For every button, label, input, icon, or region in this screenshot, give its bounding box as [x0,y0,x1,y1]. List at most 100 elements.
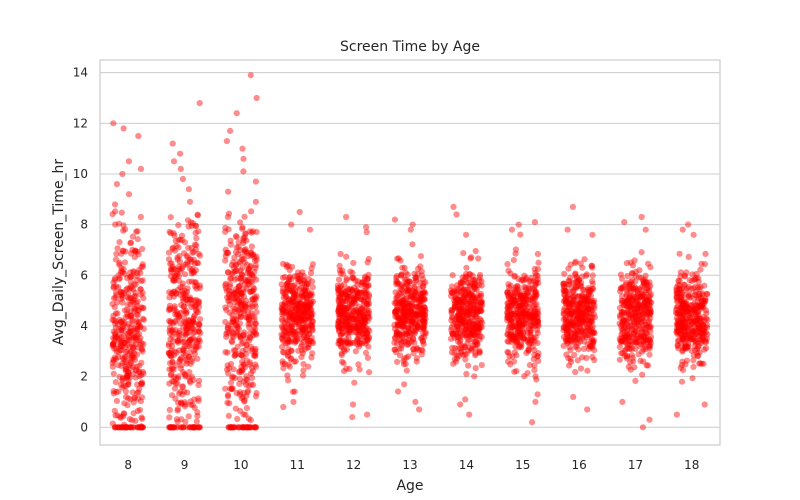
data-point [139,424,146,431]
data-point [185,186,192,193]
data-point [181,287,188,294]
data-point [682,344,689,352]
data-point [522,286,530,293]
data-point [251,257,259,264]
data-point [252,330,259,337]
data-point [231,352,238,359]
data-point [240,331,247,338]
data-point [112,424,119,431]
data-point [120,321,127,328]
data-point [182,352,189,359]
data-point [300,361,307,368]
data-point [175,314,182,321]
data-point [181,403,188,410]
data-point [109,316,116,323]
data-point [639,371,646,378]
data-point [111,336,118,343]
data-point [296,208,303,216]
data-point [471,373,478,380]
data-point [247,72,254,79]
data-point [686,294,693,301]
data-point [120,227,127,234]
data-point [174,256,181,263]
data-point [674,321,682,328]
data-point [689,271,696,278]
data-point [569,279,577,286]
data-point [181,347,188,354]
data-point [178,416,185,423]
data-point [619,326,627,334]
data-point [365,333,372,340]
x-axis-label: Age [396,478,423,494]
data-point [133,363,140,370]
data-point [119,269,126,276]
data-point [284,317,291,325]
data-point [584,367,591,374]
data-point [235,251,242,258]
data-point [115,349,122,356]
data-point [414,322,421,329]
data-point [243,350,250,358]
data-point [507,361,514,368]
data-point [121,307,128,314]
data-point [188,335,195,342]
data-point [222,257,229,264]
x-tick-labels: 8 9 10 11 12 13 14 15 16 17 18 [124,458,699,472]
data-point [174,407,181,414]
data-point [230,347,237,354]
data-point [181,239,189,246]
data-point [120,339,127,346]
data-point [511,273,518,280]
data-point [338,330,345,337]
data-point [186,317,193,324]
data-point [132,340,139,348]
data-point [187,398,194,405]
x-tick-label: 14 [459,458,474,472]
data-point [169,277,177,284]
data-point [140,295,147,302]
data-point [195,228,202,235]
data-point [192,301,199,309]
data-point [281,273,288,281]
data-point [129,321,136,328]
data-point [564,307,571,314]
data-point [189,401,196,409]
data-point [187,219,195,226]
data-point [188,270,195,277]
data-point [186,198,194,205]
data-point [232,249,240,256]
data-point [130,344,137,351]
data-point [248,381,255,388]
data-point [343,213,350,221]
data-point [240,361,247,368]
data-point [179,383,186,390]
data-point [171,276,179,284]
data-point [175,329,183,337]
data-point [623,260,631,267]
data-point [186,343,193,350]
data-point [115,354,122,361]
data-point [583,354,590,362]
data-point [574,357,581,364]
data-point [295,269,302,276]
data-point [240,332,247,339]
data-point [242,230,249,237]
data-point [189,342,196,349]
data-point [115,332,122,339]
data-point [566,362,573,369]
data-point [253,256,260,263]
data-point [120,410,127,417]
data-point [238,290,245,297]
data-point [456,333,464,340]
data-point [180,424,187,431]
data-point [575,346,582,353]
data-point [246,271,253,278]
data-point [171,307,178,314]
data-point [534,266,542,273]
data-point [194,424,201,431]
data-point [183,325,190,332]
data-point [226,283,234,290]
data-point [175,337,182,344]
data-point [120,266,127,273]
data-point [249,228,256,235]
